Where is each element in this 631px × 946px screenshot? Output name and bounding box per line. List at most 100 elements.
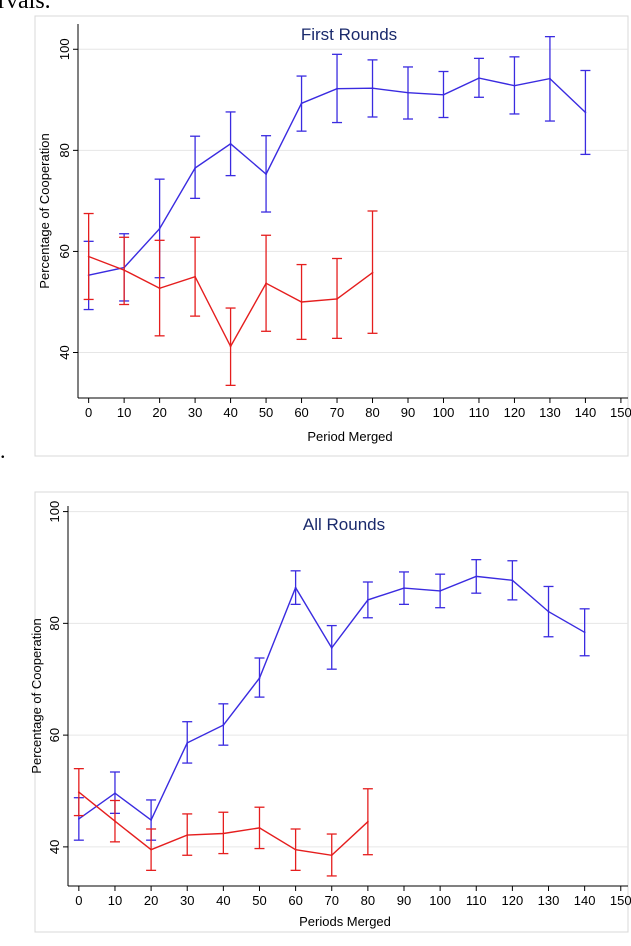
first-rounds-x-tick-label: 80 [365,405,379,420]
all-rounds-x-tick-label: 60 [288,893,302,908]
all-rounds-blue-point [77,818,80,820]
all-rounds-x-axis-title: Periods Merged [299,914,391,929]
first-rounds-x-tick-label: 30 [188,405,202,420]
first-rounds-x-tick-label: 90 [401,405,415,420]
first-rounds-red-point [123,269,126,272]
first-rounds-blue-point [194,167,196,169]
all-rounds-red-point [222,832,225,835]
first-rounds-x-axis-title: Period Merged [307,429,392,444]
all-rounds-blue-point [222,724,225,726]
all-rounds-red-point [294,848,297,851]
all-rounds-blue-point [403,587,405,590]
all-rounds-blue-point [439,590,442,592]
first-rounds-x-tick-label: 120 [504,405,526,420]
first-rounds-x-tick-label: 140 [575,405,597,420]
all-rounds-blue-point [547,610,550,613]
all-rounds-red-point [258,826,261,829]
all-rounds-y-tick-label: 100 [47,501,62,523]
first-rounds-blue-point [336,87,338,90]
first-rounds-y-tick-label: 100 [57,38,72,60]
first-rounds-blue-point [549,77,551,80]
all-rounds-blue-point [511,579,514,582]
all-rounds-x-tick-label: 140 [574,893,596,908]
all-rounds-x-tick-label: 0 [75,893,82,908]
first-rounds-title: First Rounds [301,25,397,44]
all-rounds-y-axis-title: Percentage of Cooperation [29,618,44,773]
all-rounds-chart: 40 60 80 100 0 10 20 30 40 50 60 70 80 90 100 110 120 130… [29,491,631,933]
all-rounds-red-point [150,848,152,851]
all-rounds-blue-point [475,575,478,578]
all-rounds-x-tick-label: 110 [466,893,487,908]
first-rounds-blue-point [513,84,516,87]
first-rounds-blue-point [265,173,267,176]
first-rounds-y-tick-label: 40 [57,345,72,359]
first-rounds-blue-point [300,102,303,105]
all-rounds-blue-point [366,598,369,601]
first-rounds-y-tick-label: 80 [57,143,72,157]
first-rounds-x-tick-label: 20 [152,405,166,420]
first-rounds-blue-point [478,77,480,79]
all-rounds-x-tick-label: 30 [180,893,194,908]
first-rounds-x-tick-label: 60 [294,405,308,420]
all-rounds-red-series [73,767,373,877]
first-rounds-red-point [265,282,267,285]
first-rounds-red-series [83,210,378,387]
all-rounds-x-tick-label: 90 [397,893,411,908]
all-rounds-y-tick-label: 60 [47,728,62,742]
all-rounds-y-tick-label: 40 [47,840,62,854]
all-rounds-x-tick-label: 20 [144,893,158,908]
all-rounds-blue-point [294,586,297,589]
all-rounds-x-tick-label: 80 [361,893,375,908]
first-rounds-blue-point [158,227,161,230]
first-rounds-x-tick-label: 0 [85,405,92,420]
first-rounds-red-point [336,298,338,300]
all-rounds-blue-point [330,647,333,649]
all-rounds-blue-point [150,819,152,821]
all-rounds-x-tick-label: 100 [429,893,451,908]
first-rounds-blue-point [584,111,587,114]
first-rounds-red-point [300,301,303,303]
first-rounds-y-axis-title: Percentage of Cooperation [37,133,52,288]
first-rounds-red-point [87,255,90,258]
all-rounds-red-point [77,791,80,794]
all-rounds-blue-point [258,677,261,680]
all-rounds-blue-point [583,631,586,634]
first-rounds-red-point [371,271,374,274]
all-rounds-title: All Rounds [303,515,385,534]
all-rounds-x-tick-label: 70 [325,893,339,908]
first-rounds-x-tick-label: 40 [223,405,237,420]
all-rounds-red-point [186,834,189,837]
first-rounds-red-point [229,345,232,348]
all-rounds-x-tick-label: 40 [216,893,230,908]
first-rounds-x-tick-label: 70 [330,405,344,420]
first-rounds-y-tick-label: 60 [57,244,72,258]
first-rounds-red-point [194,275,196,278]
cropped-caption-text: rvals. [0,0,51,14]
all-rounds-x-tick-label: 120 [502,893,524,908]
all-rounds-x-tick-label: 10 [108,893,122,908]
first-rounds-chart: 40 60 80 100 0 10 20 30 40 50 60 70 80 90 100 110 120 130… [34,15,631,457]
first-rounds-x-tick-label: 110 [469,405,490,420]
cropped-period-mark: . [0,438,6,463]
all-rounds-y-tick-label: 80 [47,616,62,630]
all-rounds-x-tick-label: 50 [252,893,266,908]
first-rounds-red-point [158,287,161,290]
first-rounds-blue-point [407,91,409,94]
first-rounds-blue-point [229,142,232,145]
first-rounds-x-tick-label: 150 [610,405,631,420]
first-rounds-panel [34,15,629,457]
all-rounds-blue-point [114,792,116,795]
all-rounds-x-tick-label: 150 [610,893,631,908]
all-rounds-red-point [366,820,369,823]
first-rounds-blue-point [442,93,445,96]
first-rounds-x-tick-label: 130 [539,405,561,420]
first-rounds-blue-point [371,87,374,90]
all-rounds-x-tick-label: 130 [538,893,560,908]
first-rounds-x-tick-label: 100 [433,405,455,420]
all-rounds-red-point [114,820,116,823]
first-rounds-x-tick-label: 50 [259,405,273,420]
all-rounds-red-point [330,854,333,857]
first-rounds-x-tick-label: 10 [117,405,131,420]
all-rounds-blue-point [186,742,189,744]
